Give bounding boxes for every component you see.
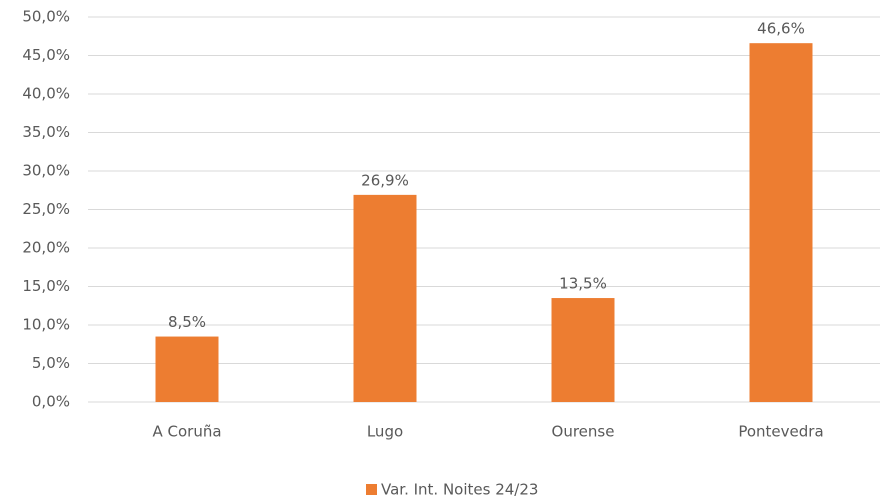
data-label: 8,5%	[168, 313, 206, 331]
y-tick-label: 30,0%	[22, 162, 70, 180]
bar	[749, 43, 813, 403]
y-tick-label: 20,0%	[22, 239, 70, 257]
data-label: 46,6%	[757, 20, 805, 38]
y-tick-label: 10,0%	[22, 316, 70, 334]
legend-label: Var. Int. Noites 24/23	[381, 481, 538, 499]
y-tick-label: 25,0%	[22, 200, 70, 218]
bar	[551, 298, 615, 402]
y-tick-label: 45,0%	[22, 46, 70, 64]
bar	[353, 194, 417, 402]
y-tick-label: 40,0%	[22, 85, 70, 103]
bar	[155, 336, 219, 402]
legend-swatch	[366, 484, 377, 495]
y-tick-label: 15,0%	[22, 277, 70, 295]
y-tick-label: 35,0%	[22, 123, 70, 141]
data-label: 26,9%	[361, 171, 409, 189]
x-tick-label: A Coruña	[152, 423, 221, 441]
y-tick-label: 50,0%	[22, 8, 70, 26]
y-tick-label: 0,0%	[32, 393, 70, 411]
x-tick-label: Lugo	[367, 423, 403, 441]
x-tick-label: Ourense	[552, 423, 615, 441]
data-label: 13,5%	[559, 275, 607, 293]
x-tick-label: Pontevedra	[738, 423, 823, 441]
y-tick-label: 5,0%	[32, 354, 70, 372]
